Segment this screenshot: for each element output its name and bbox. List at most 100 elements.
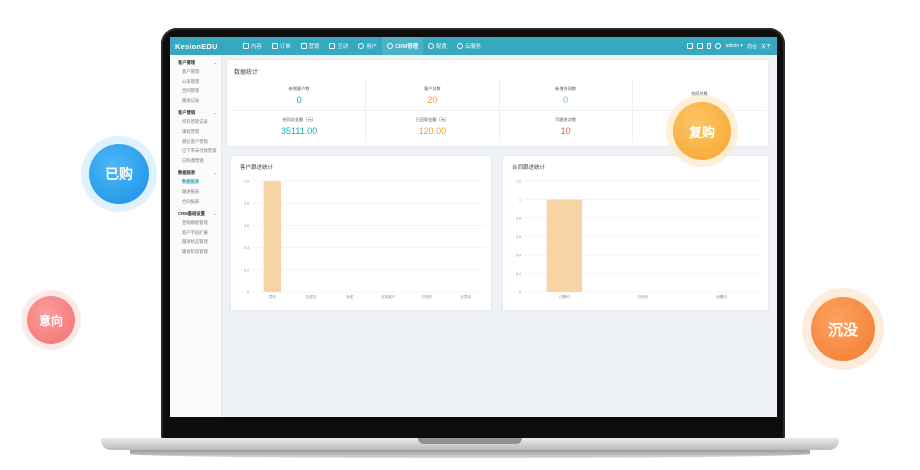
phone-icon[interactable] <box>707 43 712 49</box>
nav-label: 内容 <box>251 44 262 50</box>
bubble-label: 复购 <box>688 124 715 140</box>
y-tick-label: 0.2 <box>244 268 249 272</box>
chevron-down-icon: ⌄ <box>213 110 217 116</box>
y-tick-label: 0.8 <box>244 202 249 206</box>
stat-value: 120.00 <box>418 126 447 136</box>
sidebar-group-title: CRM基础设置 <box>178 210 205 216</box>
bar <box>263 181 282 292</box>
top-nav: KesionEDU 内容 订单 营销 互动 用户 CRM管理 配置 云服务 ad… <box>170 37 777 55</box>
bubble-dormant: 沉没 <box>811 297 875 361</box>
sidebar-group-header[interactable]: 客户营销 ⌄ <box>170 108 221 117</box>
user-menu[interactable]: admin ▾ <box>725 43 743 49</box>
laptop-base-shadow <box>130 450 810 458</box>
y-tick-label: 0 <box>247 291 249 295</box>
sidebar-item[interactable]: 客户字段扩展 <box>182 229 208 235</box>
x-tick-label: 已履约 <box>559 294 570 299</box>
x-tick-label: 已执行 <box>638 294 649 299</box>
nav-item-config[interactable]: 配置 <box>423 37 452 55</box>
y-tick-label: 0.4 <box>244 246 249 250</box>
chart-title: 客户跟进统计 <box>240 165 274 171</box>
sidebar-item[interactable]: 已购课营销 <box>182 157 204 163</box>
nav-item-users[interactable]: 用户 <box>353 37 382 55</box>
stat-label: 合同总金额（元） <box>282 117 316 122</box>
home-icon[interactable] <box>687 43 694 49</box>
chevron-down-icon: ⌄ <box>213 170 217 176</box>
monitor-icon[interactable] <box>697 43 704 49</box>
stat-label: 写跟进次数 <box>555 117 577 122</box>
nav-label: 用户 <box>366 44 377 50</box>
nav-label: 营销 <box>308 44 320 50</box>
stat-label: 新增客户数 <box>288 85 310 91</box>
sidebar-item[interactable]: 合同管理 <box>182 88 200 94</box>
nav-label: 互动 <box>337 44 349 50</box>
stat-received-amount: 已回款金额（元） 120.00 <box>366 111 500 142</box>
contract-followup-chart: 0 0.2 0.4 0.6 0.8 1 1.2 已履约 已执行 待履约 <box>516 180 761 299</box>
y-tick-label: 1.2 <box>516 180 521 184</box>
sidebar-item[interactable]: 公海管理 <box>182 78 200 84</box>
laptop-notch <box>418 438 522 444</box>
bar <box>546 199 583 292</box>
nav-label: 订单 <box>279 44 291 50</box>
gear-icon <box>428 43 435 49</box>
stats-title: 数据统计 <box>234 70 259 76</box>
y-tick-label: 0.8 <box>516 217 521 221</box>
bubble-label: 沉没 <box>827 321 858 339</box>
sidebar-item-data-report[interactable]: 数据报表 <box>182 179 200 185</box>
frontend-link[interactable]: 前台 <box>746 43 757 50</box>
x-tick-label: 无意向 <box>460 294 471 299</box>
sidebar-group-header[interactable]: 数据报表 ⌄ <box>170 168 221 177</box>
stat-value: 10 <box>560 126 571 136</box>
sidebar-item[interactable]: 跟进报表 <box>182 188 200 194</box>
refresh-icon[interactable] <box>715 43 722 49</box>
y-tick-label: 1.0 <box>244 180 249 184</box>
sidebar-item[interactable]: 课程营销 <box>182 128 200 134</box>
sidebar-group-reports: 数据报表 ⌄ 数据报表 跟进报表 合同报表 <box>170 165 221 206</box>
sidebar-group-header[interactable]: 客户管理 ⌄ <box>170 58 221 67</box>
stat-new-contracts: 新增合同数 0 <box>499 80 633 111</box>
y-tick-label: 1 <box>519 198 521 202</box>
customer-followup-chart-card: 客户跟进统计 0 0.2 0.4 0.6 0.8 1.0 意向 已成交 未成 无效客户 已流失 无意向 <box>230 155 492 311</box>
sidebar-item[interactable]: 合同报表 <box>182 198 200 204</box>
sidebar-group-title: 客户营销 <box>178 109 196 115</box>
sidebar-group-header[interactable]: CRM基础设置 ⌄ <box>170 209 221 218</box>
nav-item-orders[interactable]: 订单 <box>267 37 296 55</box>
sidebar-item[interactable]: 跟进记录 <box>182 97 200 103</box>
about-link[interactable]: 关于 <box>760 43 771 50</box>
sidebar-item[interactable]: 跟进阶段管理 <box>182 248 208 254</box>
y-tick-label: 0.6 <box>516 235 521 239</box>
sidebar-item[interactable]: 跟进状态管理 <box>182 239 208 245</box>
nav-item-crm[interactable]: CRM管理 <box>381 37 424 55</box>
nav-item-interaction[interactable]: 互动 <box>324 37 353 55</box>
nav-item-marketing[interactable]: 营销 <box>296 37 325 55</box>
laptop-base <box>101 438 839 450</box>
nav-item-cloud[interactable]: 云服务 <box>452 37 486 55</box>
sidebar-item[interactable]: 已下单未付款营销 <box>182 148 217 154</box>
sidebar-item[interactable]: 潜在客户营销 <box>182 138 208 144</box>
customer-followup-chart: 0 0.2 0.4 0.6 0.8 1.0 意向 已成交 未成 无效客户 已流失 无意向 <box>244 180 485 299</box>
nav-item-content[interactable]: 内容 <box>238 37 267 55</box>
bubble-repurchase: 复购 <box>673 102 731 160</box>
brand-logo[interactable]: KesionEDU <box>175 41 218 51</box>
y-tick-label: 0.2 <box>516 272 521 276</box>
crm-icon <box>386 43 393 49</box>
bubble-label: 已购 <box>105 166 133 182</box>
stat-value: 0 <box>296 94 302 105</box>
stat-new-customers: 新增客户数 0 <box>233 80 367 111</box>
nav-label: 配置 <box>436 44 447 50</box>
sidebar: 客户管理 ⌄ 客户管理 公海管理 合同管理 跟进记录 客户营销 ⌄ 所有营销记录 课… <box>170 55 222 417</box>
sidebar-group-customer: 客户管理 ⌄ 客户管理 公海管理 合同管理 跟进记录 <box>170 55 221 105</box>
stat-followups: 写跟进次数 10 <box>500 111 633 142</box>
sidebar-item[interactable]: 客户管理 <box>182 69 200 74</box>
bubble-label: 意向 <box>38 313 63 328</box>
x-tick-label: 无效客户 <box>381 294 396 299</box>
sidebar-group-settings: CRM基础设置 ⌄ 营销模板管理 客户字段扩展 跟进状态管理 跟进阶段管理 <box>170 206 221 256</box>
stat-label: 已回款金额（元） <box>415 117 450 122</box>
stat-label: 新增合同数 <box>555 85 577 91</box>
chevron-down-icon: ⌄ <box>213 60 217 65</box>
bubble-purchased: 已购 <box>89 144 149 204</box>
sidebar-item[interactable]: 所有营销记录 <box>182 119 208 125</box>
sidebar-item[interactable]: 营销模板管理 <box>182 220 208 226</box>
sidebar-group-title: 数据报表 <box>178 169 196 175</box>
y-tick-label: 0 <box>519 291 521 295</box>
